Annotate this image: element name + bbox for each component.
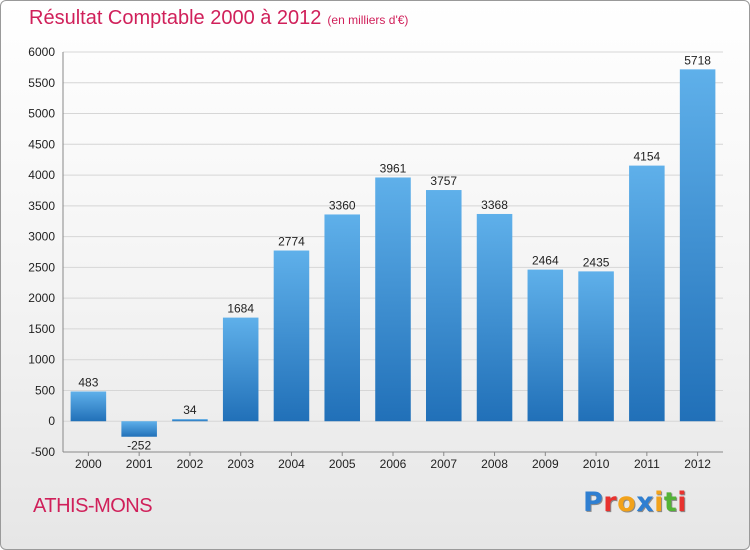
y-tick-label: 5500	[28, 76, 55, 90]
data-label-2005: 3360	[329, 198, 356, 212]
x-tick-label: 2008	[481, 457, 508, 471]
logo-letter: o	[617, 487, 637, 518]
y-tick-label: 5000	[28, 107, 55, 121]
data-label-2012: 5718	[684, 53, 711, 67]
x-tick-label: 2003	[227, 457, 254, 471]
y-tick-label: -500	[31, 445, 55, 459]
y-tick-label: 500	[35, 383, 55, 397]
x-tick-label: 2007	[430, 457, 457, 471]
data-label-2009: 2464	[532, 254, 559, 268]
bar-2012	[679, 69, 716, 422]
proxiti-logo: Proxiti	[583, 487, 687, 518]
chart-title-text: Résultat Comptable 2000 à 2012	[29, 7, 322, 29]
y-tick-label: 3000	[28, 230, 55, 244]
x-tick-label: 2012	[684, 457, 711, 471]
bar-2011	[629, 165, 665, 422]
data-label-2008: 3368	[481, 198, 508, 212]
logo-letter: t	[663, 487, 678, 518]
data-label-2002: 34	[183, 403, 197, 417]
chart-subtitle: (en milliers d'€)	[327, 13, 409, 27]
y-tick-label: 2000	[28, 291, 55, 305]
bar-2003	[222, 317, 259, 422]
data-label-2007: 3757	[430, 174, 457, 188]
bar-2006	[375, 177, 411, 422]
bar-2010	[578, 271, 614, 422]
data-label-2011: 4154	[633, 150, 660, 164]
logo-letter: i	[654, 487, 664, 518]
data-labels: 483 -252 34 1684 2774 3360 3961 3757 3368 2464 243…	[78, 53, 711, 452]
location-name: ATHIS-MONS	[33, 495, 153, 517]
data-label-2006: 3961	[380, 161, 407, 175]
bar-2005	[324, 214, 360, 422]
y-tick-label: 4000	[28, 168, 55, 182]
data-label-2000: 483	[78, 376, 98, 390]
bar-2008	[476, 213, 513, 422]
x-tick-label: 2005	[329, 457, 356, 471]
data-label-2003: 1684	[227, 302, 254, 316]
x-tick-label: 2009	[532, 457, 559, 471]
y-tick-label: 6000	[28, 45, 55, 59]
logo-letter: P	[583, 487, 604, 518]
y-tick-label: 0	[48, 414, 55, 428]
x-tick-label: 2001	[126, 457, 153, 471]
data-label-2010: 2435	[583, 255, 610, 269]
x-tick-label: 2004	[278, 457, 305, 471]
y-tick-label: 4500	[28, 137, 55, 151]
x-axis-ticks: 2000 2001 2002 2003 2004 2005 2006 2007 2008 2009…	[75, 452, 711, 471]
logo-letter: i	[677, 487, 688, 518]
bar-2002	[172, 419, 208, 422]
y-tick-label: 3500	[28, 199, 55, 213]
x-tick-label: 2011	[634, 457, 660, 471]
y-axis-ticks: -500 0 500 1000 1500 2000 2500 3000 3500 4000 4500…	[28, 45, 55, 459]
bar-2009	[527, 269, 564, 422]
bar-2004	[273, 250, 310, 422]
x-tick-label: 2006	[380, 457, 407, 471]
bar-2001	[121, 421, 157, 437]
y-tick-label: 2500	[28, 260, 55, 274]
x-tick-label: 2010	[583, 457, 610, 471]
chart-title: Résultat Comptable 2000 à 2012 (en millie…	[29, 7, 408, 30]
logo-letter: r	[603, 487, 618, 518]
x-tick-label: 2000	[75, 457, 102, 471]
x-tick-label: 2002	[177, 457, 204, 471]
y-tick-label: 1500	[28, 322, 55, 336]
logo-letter: x	[636, 487, 655, 518]
data-label-2001: -252	[127, 439, 151, 453]
bars	[70, 69, 716, 437]
y-tick-label: 1000	[28, 353, 55, 367]
bar-2000	[70, 391, 107, 422]
bar-2007	[426, 190, 462, 422]
data-label-2004: 2774	[278, 235, 305, 249]
